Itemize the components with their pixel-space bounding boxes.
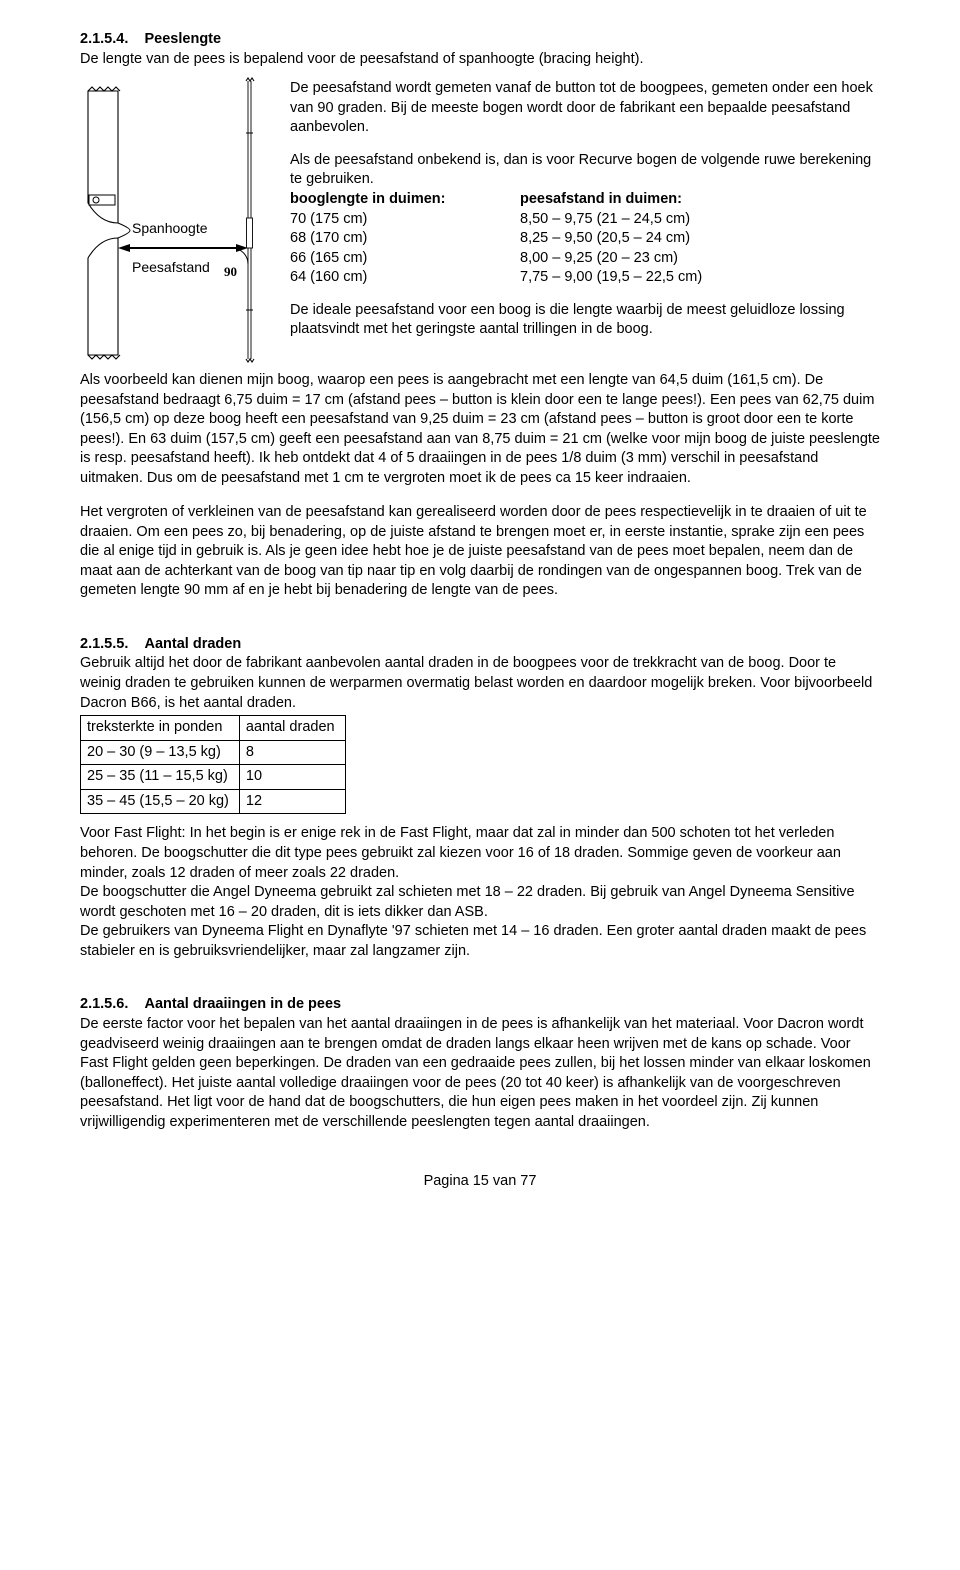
section-3-number: 2.1.5.6. [80,996,128,1012]
draden-table: treksterkte in ponden aantal draden 20 –… [80,715,346,814]
page-footer: Pagina 15 van 77 [80,1172,880,1192]
table-header-1: treksterkte in ponden [81,716,240,741]
table-row: 35 – 45 (15,5 – 20 kg)12 [81,789,346,814]
section-3-title: Aantal draaiingen in de pees [145,996,342,1012]
section-1-body-p1: Als voorbeeld kan dienen mijn boog, waar… [80,371,880,488]
diagram-label-bottom: Peesafstand [132,259,210,275]
section-2-heading-line: 2.1.5.5. Aantal draden [80,635,880,655]
kv-r: 7,75 – 9,00 (19,5 – 22,5 cm) [520,268,880,288]
section-3-p1: De eerste factor voor het bepalen van he… [80,1015,880,1132]
kv-r: 8,00 – 9,25 (20 – 23 cm) [520,249,880,269]
section-2-p1: Gebruik altijd het door de fabrikant aan… [80,654,880,713]
table-header-2: aantal draden [239,716,345,741]
kv-header-right: peesafstand in duimen: [520,190,880,210]
figure-column: 90 Spanhoogte Peesafstand [80,73,270,363]
section-1-title: Peeslengte [145,31,222,47]
kv-header-left: booglengte in duimen: [290,190,520,210]
table-row: 20 – 30 (9 – 13,5 kg)8 [81,740,346,765]
bow-diagram: 90 Spanhoogte Peesafstand [80,73,270,363]
section-2-number: 2.1.5.5. [80,636,128,652]
kv-r: 8,50 – 9,75 (21 – 24,5 cm) [520,210,880,230]
section-2-title: Aantal draden [145,636,242,652]
section-2-p2: Voor Fast Flight: In het begin is er eni… [80,824,880,883]
kv-l: 68 (170 cm) [290,229,520,249]
right-p2-head: Als de peesafstand onbekend is, dan is v… [290,151,880,190]
section-2-p3: De boogschutter die Angel Dyneema gebrui… [80,883,880,922]
section-1-intro: De lengte van de pees is bepalend voor d… [80,50,880,70]
page: 2.1.5.4. Peeslengte De lengte van de pee… [40,0,920,1212]
section-1-number: 2.1.5.4. [80,31,128,47]
kv-l: 64 (160 cm) [290,268,520,288]
figure-and-text-row: 90 Spanhoogte Peesafstand De peesafstand… [80,73,880,363]
kv-r: 8,25 – 9,50 (20,5 – 24 cm) [520,229,880,249]
right-p1: De peesafstand wordt gemeten vanaf de bu… [290,79,880,138]
table-row: 25 – 35 (11 – 15,5 kg)10 [81,765,346,790]
section-2-p4: De gebruikers van Dyneema Flight en Dyna… [80,922,880,961]
section-3-heading-line: 2.1.5.6. Aantal draaiingen in de pees [80,995,880,1015]
section-1-body-p2: Het vergroten of verkleinen van de peesa… [80,503,880,601]
right-text-column: De peesafstand wordt gemeten vanaf de bu… [290,73,880,353]
kv-l: 66 (165 cm) [290,249,520,269]
right-p3: De ideale peesafstand voor een boog is d… [290,301,880,340]
section-1-heading-line: 2.1.5.4. Peeslengte [80,30,880,50]
table-row: treksterkte in ponden aantal draden [81,716,346,741]
diagram-ninety: 90 [224,264,237,279]
kv-l: 70 (175 cm) [290,210,520,230]
diagram-label-top: Spanhoogte [132,220,208,236]
